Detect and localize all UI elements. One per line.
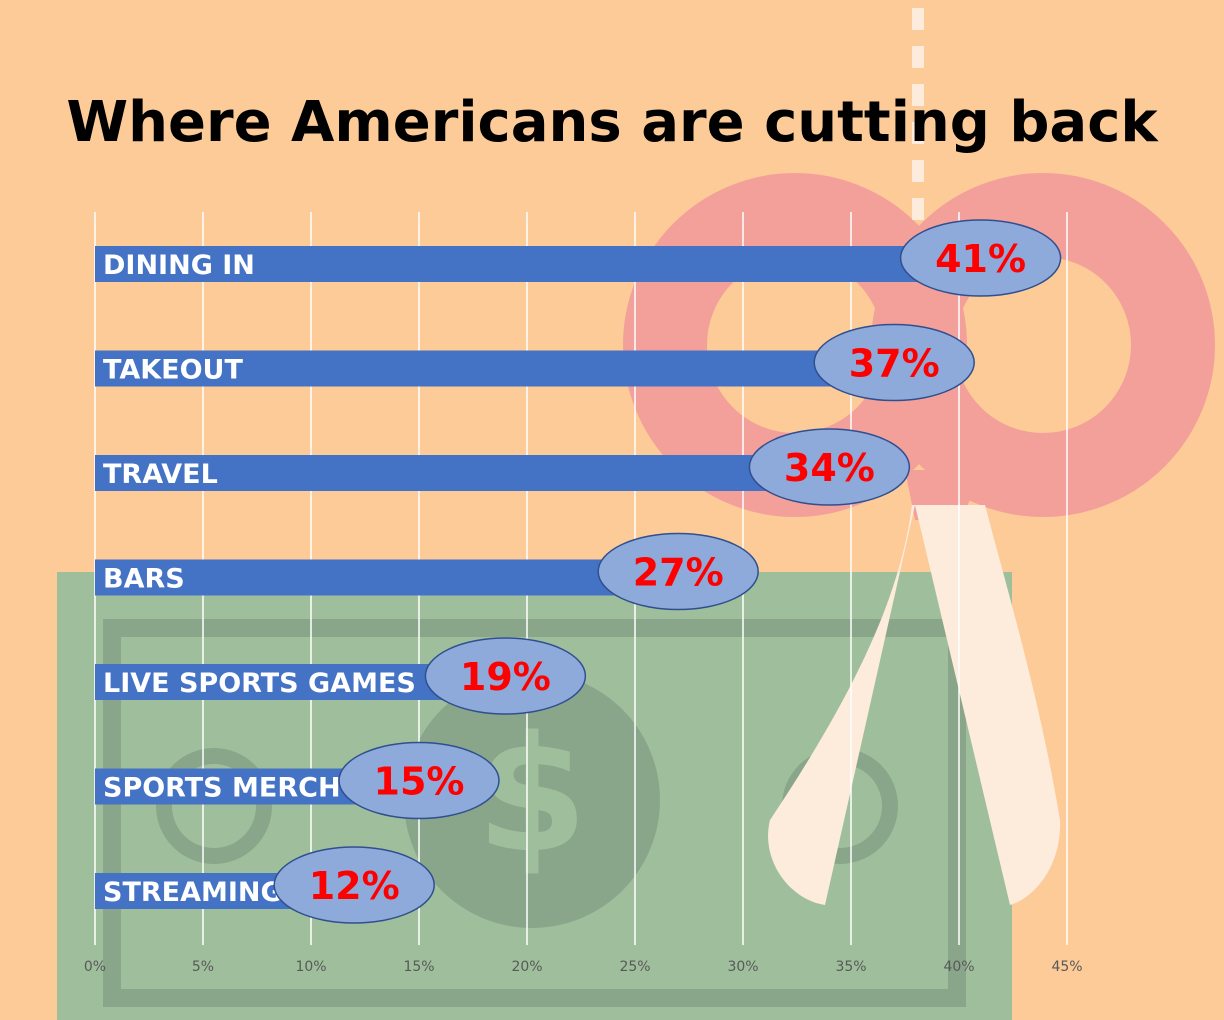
bar-label-6: STREAMING <box>103 877 283 908</box>
value-ellipse-5 <box>338 741 500 820</box>
value-label-4: 19% <box>460 655 551 699</box>
bar-label-0: DINING IN <box>103 250 255 281</box>
value-ellipse-2 <box>748 428 911 506</box>
x-tick-label-9: 45% <box>1051 959 1082 975</box>
bars: DINING IN 41% TAKEOUT 37% TRAVEL 34% BARS 27% LI… <box>95 219 1062 924</box>
bill-seal-left <box>156 748 272 864</box>
bar-2 <box>95 455 830 491</box>
value-label-3: 27% <box>633 551 724 595</box>
bar-label-4: LIVE SPORTS GAMES <box>103 668 416 699</box>
bar-3 <box>95 559 679 596</box>
chart-title: Where Americans are cutting back <box>66 90 1158 155</box>
x-tick-label-2: 10% <box>295 959 326 975</box>
dollar-sign-icon: $ <box>476 701 587 888</box>
bar-label-5: SPORTS MERCH <box>103 773 341 804</box>
value-label-6: 12% <box>309 864 400 908</box>
bar-label-3: BARS <box>103 564 185 595</box>
x-tick-label-1: 5% <box>192 959 214 975</box>
x-tick-label-5: 25% <box>619 959 650 975</box>
x-tick-label-0: 0% <box>84 959 106 975</box>
bar-1 <box>95 350 895 387</box>
bar-label-1: TAKEOUT <box>103 355 243 386</box>
bar-0 <box>95 246 981 282</box>
value-ellipse-1 <box>813 323 975 402</box>
bill-border <box>103 619 966 1007</box>
value-label-1: 37% <box>849 342 940 386</box>
x-tick-label-4: 20% <box>511 959 542 975</box>
x-tick-label-6: 30% <box>727 959 758 975</box>
value-ellipse-6 <box>273 846 435 924</box>
value-ellipse-0 <box>899 219 1062 297</box>
x-tick-label-3: 15% <box>403 959 434 975</box>
bill-medallion <box>404 672 660 928</box>
scissors-blade-right <box>915 505 1061 905</box>
value-label-2: 34% <box>784 446 875 490</box>
value-label-5: 15% <box>374 760 465 804</box>
value-ellipse-3 <box>597 532 759 611</box>
x-tick-label-8: 40% <box>943 959 974 975</box>
x-tick-label-7: 35% <box>835 959 866 975</box>
bar-label-2: TRAVEL <box>103 459 218 490</box>
value-label-0: 41% <box>935 237 1026 281</box>
value-ellipse-4 <box>424 637 587 715</box>
scissors-blade-left <box>768 505 915 905</box>
x-axis-ticks: 0% 5% 10% 15% 20% 25% 30% 35% 40% 45% <box>84 959 1083 975</box>
